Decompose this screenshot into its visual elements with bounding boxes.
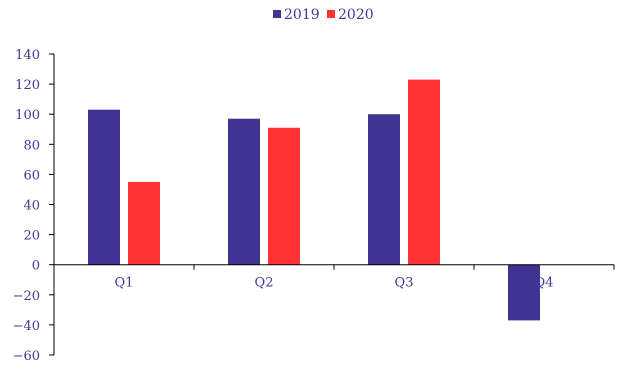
- bar-2019-Q4: [508, 264, 540, 321]
- bar-2019-Q3: [368, 114, 400, 265]
- x-tick-label: Q4: [535, 276, 554, 291]
- bar-2020-Q2: [268, 127, 300, 265]
- y-tick-label: 140: [15, 48, 40, 63]
- legend-label-2020: 2020: [338, 7, 374, 23]
- y-tick-label: 40: [23, 199, 40, 214]
- x-axis: Q1 Q2 Q3 Q4: [54, 264, 615, 291]
- bar-2019-Q1: [88, 109, 120, 265]
- bar-2020-Q1: [128, 181, 160, 265]
- bars: [88, 79, 540, 321]
- y-tick-label: 20: [23, 229, 40, 244]
- y-tick-label: −60: [13, 349, 40, 364]
- y-tick-label: 100: [15, 108, 40, 123]
- y-tick-label: 0: [32, 259, 40, 274]
- y-tick-label: 120: [15, 78, 40, 93]
- x-tick-label: Q3: [395, 276, 414, 291]
- legend-label-2019: 2019: [284, 7, 320, 23]
- y-tick-label: 60: [23, 168, 40, 183]
- bar-2019-Q2: [228, 118, 260, 265]
- y-axis: 140 120 100 80 60 40 20 0 −20 −40 −60: [13, 48, 55, 364]
- y-tick-label: −40: [13, 319, 40, 334]
- y-tick-label: −20: [13, 289, 40, 304]
- y-tick-label: 80: [23, 138, 40, 153]
- legend-swatch-2020: [327, 10, 335, 18]
- legend-swatch-2019: [273, 10, 281, 18]
- legend: 2019 2020: [273, 7, 374, 23]
- x-tick-label: Q2: [255, 276, 274, 291]
- bar-2020-Q3: [408, 79, 440, 265]
- x-tick-label: Q1: [115, 276, 134, 291]
